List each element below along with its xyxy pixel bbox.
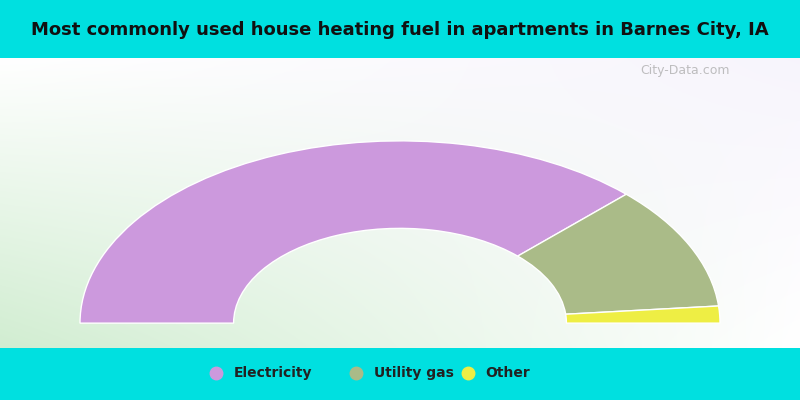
Wedge shape bbox=[566, 306, 720, 323]
Text: City-Data.com: City-Data.com bbox=[640, 64, 730, 77]
Text: Other: Other bbox=[486, 366, 530, 380]
Wedge shape bbox=[80, 141, 626, 323]
Text: Electricity: Electricity bbox=[234, 366, 312, 380]
Wedge shape bbox=[518, 194, 718, 314]
Text: Most commonly used house heating fuel in apartments in Barnes City, IA: Most commonly used house heating fuel in… bbox=[31, 21, 769, 39]
Text: Utility gas: Utility gas bbox=[374, 366, 454, 380]
